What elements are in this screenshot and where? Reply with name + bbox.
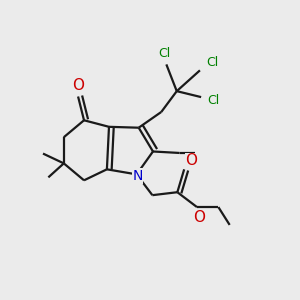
Text: O: O (186, 154, 198, 169)
Text: Cl: Cl (206, 56, 218, 69)
Text: O: O (72, 78, 84, 93)
Text: N: N (132, 169, 143, 183)
Text: Cl: Cl (208, 94, 220, 107)
Text: O: O (193, 210, 205, 225)
Text: Cl: Cl (159, 46, 171, 60)
